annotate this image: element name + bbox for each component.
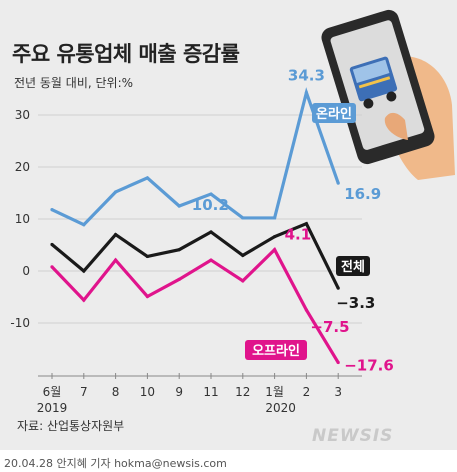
data-point — [336, 360, 340, 365]
chart-title: 주요 유통업체 매출 증감률 — [12, 42, 240, 66]
data-point — [114, 233, 118, 237]
data-point — [304, 91, 308, 95]
source-note: 자료: 산업통상자원부 — [17, 419, 125, 433]
y-tick-label: -10 — [10, 316, 30, 330]
data-point — [304, 222, 308, 226]
data-point — [82, 223, 86, 227]
y-tick-label: 10 — [15, 212, 30, 226]
x-tick-label: 10 — [140, 385, 155, 399]
series-tag-box — [336, 256, 370, 276]
data-point — [273, 216, 277, 220]
x-tick-label: 6월 — [43, 385, 62, 399]
series-line-오프라인 — [50, 247, 340, 364]
x-tick-label: 7 — [80, 385, 88, 399]
data-point — [177, 204, 181, 208]
data-label: 34.3 — [288, 67, 325, 85]
data-point — [336, 181, 340, 185]
data-point — [82, 269, 86, 273]
data-label: 16.9 — [344, 185, 381, 203]
data-label: 4.1 — [285, 226, 312, 244]
line-chart: 30 20 10 0 -10 6월 7 8 10 9 11 12 1월 2 3 2019 2020 10.2 34.… — [10, 67, 393, 415]
y-tick-label: 0 — [22, 264, 30, 278]
x-tick-label: 11 — [203, 385, 218, 399]
smartphone-delivery-truck-icon — [321, 9, 455, 181]
data-point — [241, 253, 245, 257]
series-tag-box — [245, 340, 307, 360]
data-point — [50, 242, 54, 247]
data-point — [82, 298, 86, 302]
year-label: 2020 — [265, 401, 296, 415]
data-point — [114, 258, 118, 262]
data-point — [145, 294, 149, 299]
data-point — [273, 235, 277, 239]
data-point — [241, 216, 245, 220]
x-tick-label: 3 — [334, 385, 342, 399]
data-point — [336, 286, 340, 290]
y-tick-label: 20 — [15, 160, 30, 174]
series-line-전체 — [50, 221, 340, 289]
data-label: 10.2 — [192, 196, 229, 214]
x-tick-label: 9 — [175, 385, 183, 399]
data-point — [177, 248, 181, 252]
y-tick-label: 30 — [15, 108, 30, 122]
series-line-온라인 — [51, 87, 340, 227]
series-tag-label: 전체 — [341, 259, 365, 275]
series-tag-box — [312, 103, 356, 123]
data-point — [177, 277, 181, 281]
data-label: −7.5 — [310, 318, 349, 336]
x-tick-label: 12 — [235, 385, 250, 399]
data-point — [50, 208, 54, 212]
data-label: −3.3 — [336, 294, 375, 312]
x-tick-label: 1월 — [265, 385, 284, 399]
credit-line: 20.04.28 안지혜 기자 hokma@newsis.com — [4, 457, 227, 470]
data-point — [50, 265, 54, 269]
data-point — [241, 279, 245, 283]
data-point — [273, 248, 277, 252]
x-tick-label: 8 — [112, 385, 120, 399]
data-label: −17.6 — [344, 357, 394, 375]
watermark-logo: NEWSIS — [312, 426, 394, 446]
chart-subtitle: 전년 동월 대비, 단위:% — [14, 76, 134, 90]
series-tag-label: 오프라인 — [252, 343, 300, 359]
year-label: 2019 — [37, 401, 68, 415]
x-tick-label: 2 — [303, 385, 311, 399]
data-point — [209, 230, 213, 234]
data-point — [145, 254, 149, 259]
data-point — [304, 308, 308, 312]
data-point — [209, 192, 213, 196]
data-point — [114, 190, 118, 194]
series-tag-label: 온라인 — [316, 106, 352, 122]
data-point — [145, 176, 149, 180]
data-point — [209, 258, 213, 262]
